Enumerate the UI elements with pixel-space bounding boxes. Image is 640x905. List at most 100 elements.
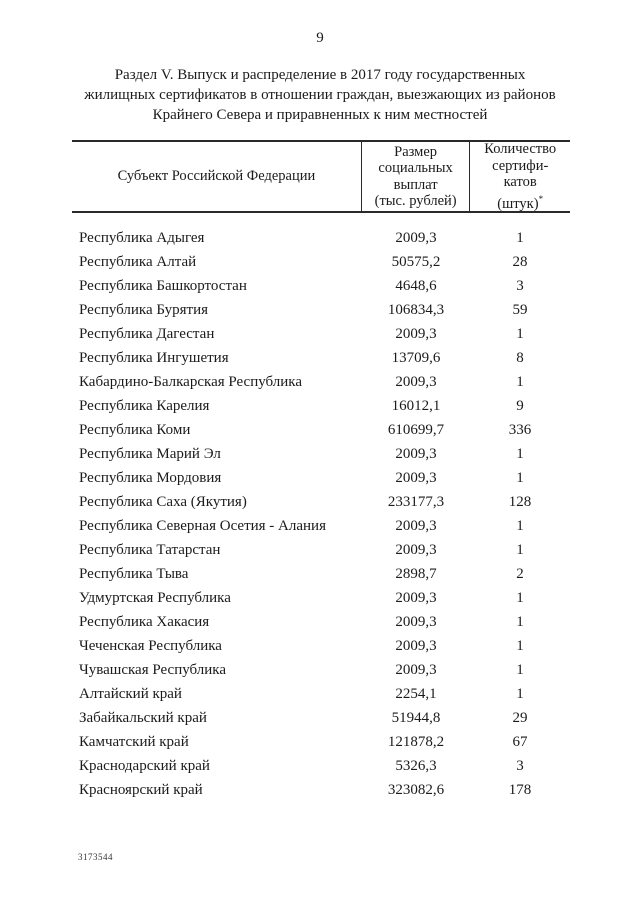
region-cell: Республика Башкортостан bbox=[79, 277, 247, 294]
table-row: Республика Тыва 2898,7 2 bbox=[72, 562, 570, 586]
payment-amount-cell: 2898,7 bbox=[395, 565, 437, 582]
certificate-count-cell: 336 bbox=[508, 421, 532, 438]
certificate-count-cell: 28 bbox=[512, 253, 528, 270]
column-header-certificate-count-line: катов bbox=[503, 174, 537, 191]
certificate-count-cell: 2 bbox=[516, 565, 524, 582]
table-row: Республика Марий Эл 2009,3 1 bbox=[72, 442, 570, 466]
table-row: Чувашская Республика 2009,3 1 bbox=[72, 658, 570, 682]
table-row: Республика Саха (Якутия) 233177,3 128 bbox=[72, 490, 570, 514]
region-cell: Республика Северная Осетия - Алания bbox=[79, 517, 326, 534]
certificate-count-cell: 1 bbox=[516, 685, 524, 702]
payment-amount-cell: 2009,3 bbox=[395, 229, 437, 246]
table-body: Республика Адыгея 2009,3 1 Республика Ал… bbox=[72, 213, 570, 802]
column-header-certificate-count-line: сертифи- bbox=[492, 157, 549, 174]
payment-amount-cell: 2009,3 bbox=[395, 589, 437, 606]
certificate-count-cell: 1 bbox=[516, 517, 524, 534]
certificate-count-cell: 8 bbox=[516, 349, 524, 366]
table-row: Республика Хакасия 2009,3 1 bbox=[72, 610, 570, 634]
region-cell: Республика Алтай bbox=[79, 253, 197, 270]
payment-amount-cell: 610699,7 bbox=[387, 421, 445, 438]
table-row: Краснодарский край 5326,3 3 bbox=[72, 754, 570, 778]
payment-amount-cell: 2009,3 bbox=[395, 637, 437, 654]
region-cell: Удмуртская Республика bbox=[79, 589, 231, 606]
payment-amount-cell: 16012,1 bbox=[391, 397, 441, 414]
table-row: Красноярский край 323082,6 178 bbox=[72, 778, 570, 802]
payment-amount-cell: 2009,3 bbox=[395, 613, 437, 630]
table-row: Кабардино-Балкарская Республика 2009,3 1 bbox=[72, 370, 570, 394]
certificate-count-cell: 1 bbox=[516, 661, 524, 678]
payment-amount-cell: 2009,3 bbox=[395, 661, 437, 678]
table-row: Республика Мордовия 2009,3 1 bbox=[72, 466, 570, 490]
region-cell: Республика Тыва bbox=[79, 565, 189, 582]
certificate-count-cell: 1 bbox=[516, 373, 524, 390]
payment-amount-cell: 4648,6 bbox=[395, 277, 437, 294]
table-row: Республика Ингушетия 13709,6 8 bbox=[72, 346, 570, 370]
certificate-count-cell: 3 bbox=[516, 277, 524, 294]
certificate-count-cell: 178 bbox=[508, 781, 532, 798]
region-cell: Республика Адыгея bbox=[79, 229, 205, 246]
column-header-certificate-count-line: (штук)* bbox=[497, 191, 543, 212]
certificate-count-cell: 1 bbox=[516, 541, 524, 558]
column-header-units: (штук) bbox=[497, 195, 539, 212]
payment-amount-cell: 13709,6 bbox=[391, 349, 441, 366]
certificate-count-cell: 1 bbox=[516, 325, 524, 342]
region-cell: Республика Коми bbox=[79, 421, 191, 438]
payment-amount-cell: 2009,3 bbox=[395, 325, 437, 342]
table-row: Забайкальский край 51944,8 29 bbox=[72, 706, 570, 730]
region-cell: Чувашская Республика bbox=[79, 661, 227, 678]
table-row: Республика Башкортостан 4648,6 3 bbox=[72, 274, 570, 298]
table-row: Республика Коми 610699,7 336 bbox=[72, 418, 570, 442]
page-number: 9 bbox=[316, 30, 324, 46]
certificate-count-cell: 1 bbox=[516, 445, 524, 462]
payment-amount-cell: 5326,3 bbox=[395, 757, 437, 774]
region-cell: Алтайский край bbox=[79, 685, 182, 702]
table-row: Алтайский край 2254,1 1 bbox=[72, 682, 570, 706]
table-row: Республика Северная Осетия - Алания 2009… bbox=[72, 514, 570, 538]
table-row: Республика Карелия 16012,1 9 bbox=[72, 394, 570, 418]
region-cell: Республика Бурятия bbox=[79, 301, 209, 318]
payment-amount-cell: 2009,3 bbox=[395, 469, 437, 486]
certificate-count-cell: 128 bbox=[508, 493, 532, 510]
region-cell: Кабардино-Балкарская Республика bbox=[79, 373, 303, 390]
certificate-count-cell: 1 bbox=[516, 229, 524, 246]
table-row: Республика Бурятия 106834,3 59 bbox=[72, 298, 570, 322]
certificate-count-cell: 1 bbox=[516, 469, 524, 486]
footer-code: 3173544 bbox=[78, 852, 113, 862]
table-row: Удмуртская Республика 2009,3 1 bbox=[72, 586, 570, 610]
region-cell: Республика Саха (Якутия) bbox=[79, 493, 247, 510]
payment-amount-cell: 2009,3 bbox=[395, 373, 437, 390]
payment-amount-cell: 50575,2 bbox=[391, 253, 441, 270]
certificates-table: Субъект Российской Федерации Размер соци… bbox=[72, 140, 570, 802]
payment-amount-cell: 51944,8 bbox=[391, 709, 441, 726]
region-cell: Красноярский край bbox=[79, 781, 203, 798]
certificate-count-cell: 9 bbox=[516, 397, 524, 414]
payment-amount-cell: 121878,2 bbox=[387, 733, 445, 750]
region-cell: Камчатский край bbox=[79, 733, 189, 750]
table-header-row: Субъект Российской Федерации Размер соци… bbox=[72, 140, 570, 213]
certificate-count-cell: 59 bbox=[512, 301, 528, 318]
document-title: Раздел V. Выпуск и распределение в 2017 … bbox=[84, 67, 556, 123]
region-cell: Республика Ингушетия bbox=[79, 349, 229, 366]
table-row: Республика Алтай 50575,2 28 bbox=[72, 250, 570, 274]
payment-amount-cell: 2009,3 bbox=[395, 541, 437, 558]
certificate-count-cell: 3 bbox=[516, 757, 524, 774]
column-header-certificate-count: Количество сертифи- катов (штук)* bbox=[469, 141, 570, 212]
region-cell: Краснодарский край bbox=[79, 757, 210, 774]
payment-amount-cell: 2009,3 bbox=[395, 517, 437, 534]
certificate-count-cell: 29 bbox=[512, 709, 528, 726]
payment-amount-cell: 106834,3 bbox=[387, 301, 445, 318]
table-row: Республика Дагестан 2009,3 1 bbox=[72, 322, 570, 346]
region-cell: Республика Марий Эл bbox=[79, 445, 221, 462]
region-cell: Республика Хакасия bbox=[79, 613, 210, 630]
table-row: Чеченская Республика 2009,3 1 bbox=[72, 634, 570, 658]
table-row: Республика Татарстан 2009,3 1 bbox=[72, 538, 570, 562]
region-cell: Республика Татарстан bbox=[79, 541, 221, 558]
certificate-count-cell: 1 bbox=[516, 637, 524, 654]
region-cell: Чеченская Республика bbox=[79, 637, 222, 654]
certificate-count-cell: 1 bbox=[516, 613, 524, 630]
region-cell: Республика Мордовия bbox=[79, 469, 222, 486]
region-cell: Забайкальский край bbox=[79, 709, 207, 726]
column-header-payment-size: Размер социальных выплат (тыс. рублей) bbox=[360, 142, 470, 211]
footnote-asterisk: * bbox=[538, 193, 544, 204]
